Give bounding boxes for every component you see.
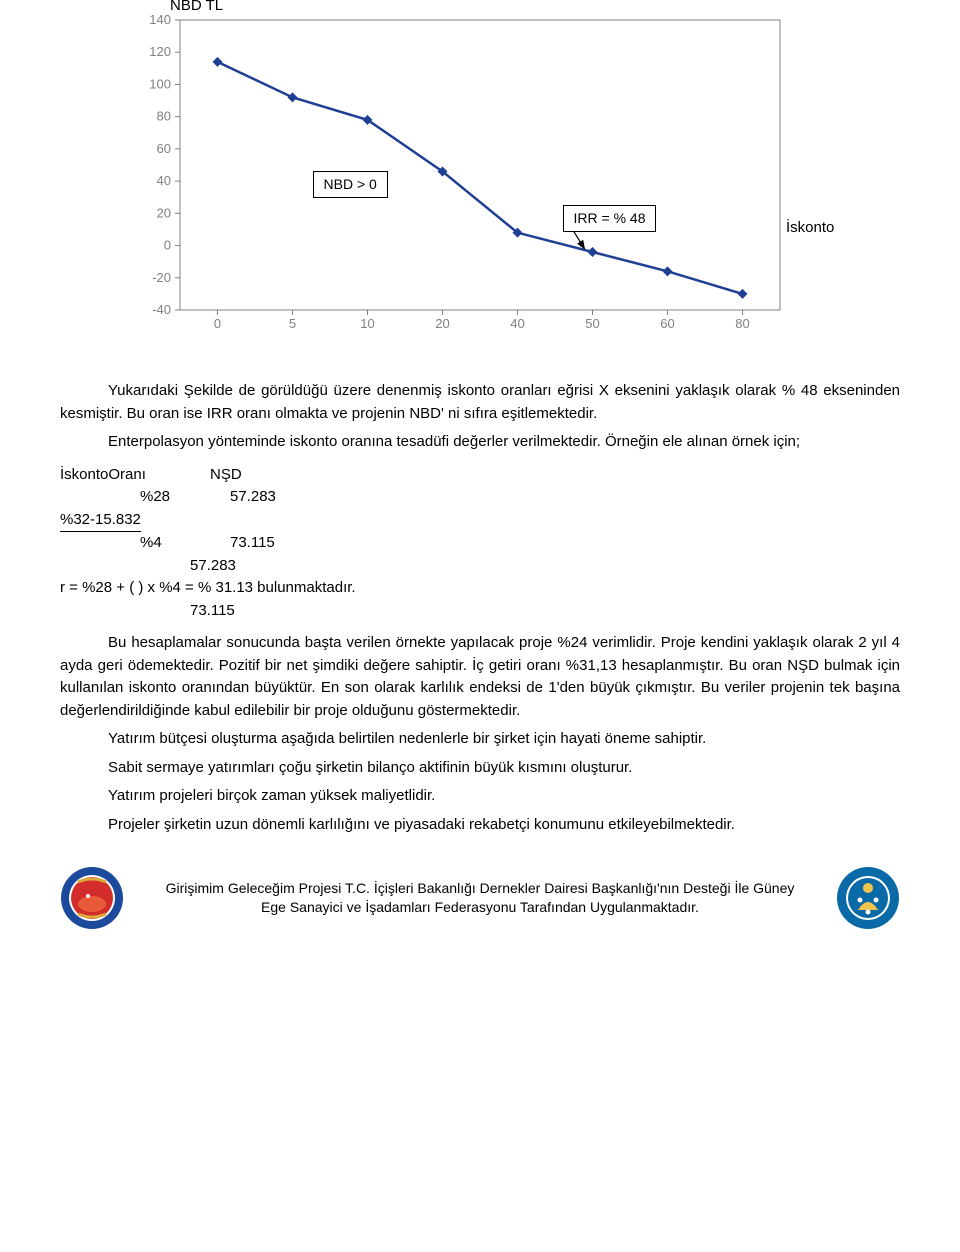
svg-text:140: 140 bbox=[149, 12, 171, 27]
svg-text:5: 5 bbox=[289, 316, 296, 331]
footer-line: Girişimim Geleceğim Projesi T.C. İçişler… bbox=[166, 880, 795, 896]
paragraph: Yukarıdaki Şekilde de görüldüğü üzere de… bbox=[60, 380, 900, 425]
svg-text:0: 0 bbox=[164, 238, 171, 253]
chart-annotation-nbd: NBD > 0 bbox=[313, 171, 388, 198]
calc-cell: 73.115 bbox=[190, 600, 900, 623]
calc-cell: 57.283 bbox=[190, 555, 900, 578]
paragraph: Bu hesaplamalar sonucunda başta verilen … bbox=[60, 632, 900, 722]
calc-cell: %28 bbox=[140, 486, 230, 509]
svg-text:60: 60 bbox=[157, 141, 171, 156]
line-chart: -40 -20 0 20 40 60 80 100 120 140 0 5 10 20 40 50 60 80 bbox=[130, 0, 790, 340]
svg-text:100: 100 bbox=[149, 76, 171, 91]
chart-container: NBD TL -40 -20 0 20 40 60 80 100 120 140 0 5 10 20 40 5… bbox=[130, 0, 900, 340]
svg-text:80: 80 bbox=[735, 316, 749, 331]
chart-title: NBD TL bbox=[170, 0, 223, 18]
chart-axis-label-right: İskonto bbox=[786, 217, 834, 240]
svg-text:0: 0 bbox=[214, 316, 221, 331]
svg-text:-20: -20 bbox=[152, 270, 171, 285]
calc-header: İskontoOranı bbox=[60, 464, 210, 487]
calculation-block: İskontoOranı NŞD %28 57.283 %32-15.832 %… bbox=[60, 464, 900, 623]
calc-cell: 73.115 bbox=[230, 532, 275, 555]
chart-annotation-irr: IRR = % 48 bbox=[563, 205, 657, 232]
paragraph: Yatırım bütçesi oluşturma aşağıda belirt… bbox=[60, 728, 900, 751]
logo-left-icon bbox=[60, 866, 124, 930]
svg-text:50: 50 bbox=[585, 316, 599, 331]
paragraph: Yatırım projeleri birçok zaman yüksek ma… bbox=[60, 785, 900, 808]
calc-cell: 57.283 bbox=[230, 486, 380, 509]
svg-text:60: 60 bbox=[660, 316, 674, 331]
calc-equation: r = %28 + ( ) x %4 = % 31.13 bulunmaktad… bbox=[60, 577, 900, 600]
svg-text:80: 80 bbox=[157, 109, 171, 124]
paragraph: Projeler şirketin uzun dönemli karlılığı… bbox=[60, 814, 900, 837]
calc-cell: %4 bbox=[140, 532, 230, 555]
logo-right-icon bbox=[836, 866, 900, 930]
svg-text:10: 10 bbox=[360, 316, 374, 331]
paragraph: Enterpolasyon yönteminde iskonto oranına… bbox=[60, 431, 900, 454]
svg-text:40: 40 bbox=[510, 316, 524, 331]
svg-text:120: 120 bbox=[149, 44, 171, 59]
svg-text:20: 20 bbox=[157, 205, 171, 220]
paragraph: Sabit sermaye yatırımları çoğu şirketin … bbox=[60, 757, 900, 780]
calc-header: NŞD bbox=[210, 464, 360, 487]
page-footer: Girişimim Geleceğim Projesi T.C. İçişler… bbox=[60, 866, 900, 930]
svg-text:20: 20 bbox=[435, 316, 449, 331]
svg-text:40: 40 bbox=[157, 173, 171, 188]
footer-line: Ege Sanayici ve İşadamları Federasyonu T… bbox=[261, 899, 699, 915]
svg-text:-40: -40 bbox=[152, 302, 171, 317]
calc-cell: %32-15.832 bbox=[60, 511, 141, 528]
